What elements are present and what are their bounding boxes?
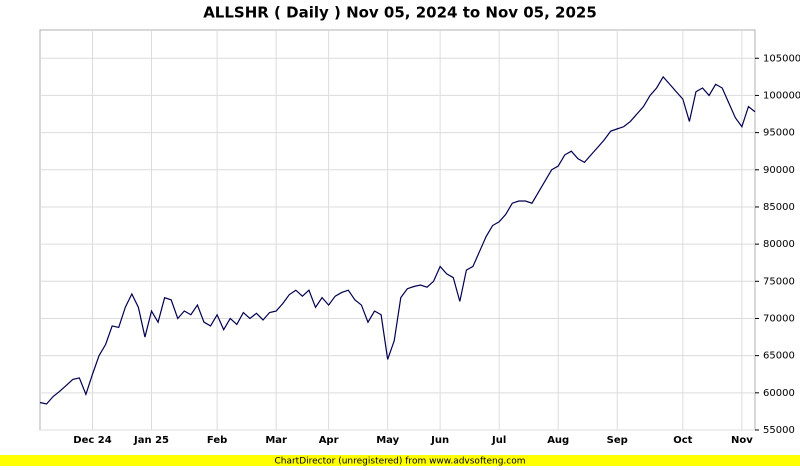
x-tick-label: Sep xyxy=(607,435,628,446)
x-tick-label: Mar xyxy=(265,435,287,446)
y-tick-label: 90000 xyxy=(763,165,795,176)
plot-area xyxy=(39,29,756,431)
x-tick-label: Jan 25 xyxy=(133,435,169,446)
x-tick-label: Jun xyxy=(430,435,449,446)
y-tick-label: 80000 xyxy=(763,239,795,250)
x-tick-label: Oct xyxy=(673,435,692,446)
y-tick-label: 75000 xyxy=(763,276,795,287)
x-tick-label: Jul xyxy=(491,435,506,446)
marks xyxy=(39,75,756,405)
y-tick-label: 100000 xyxy=(763,90,800,101)
y-tick-label: 95000 xyxy=(763,128,795,139)
y-tick-label: 55000 xyxy=(763,425,795,436)
x-tick-label: Dec 24 xyxy=(73,435,111,446)
x-tick-label: Feb xyxy=(207,435,227,446)
y-tick-label: 70000 xyxy=(763,313,795,324)
chart-title: ALLSHR ( Daily ) Nov 05, 2024 to Nov 05,… xyxy=(203,4,597,22)
footer-bar xyxy=(0,455,800,466)
y-tick-label: 65000 xyxy=(763,351,795,362)
y-tick-label: 85000 xyxy=(763,202,795,213)
y-tick-label: 60000 xyxy=(763,388,795,399)
x-tick-label: Aug xyxy=(547,435,569,446)
x-tick-label: May xyxy=(376,435,399,446)
series-line xyxy=(39,75,756,405)
x-tick-label: Apr xyxy=(319,435,339,446)
grid xyxy=(40,30,755,431)
x-tick-label: Nov xyxy=(731,435,753,446)
footer: ChartDirector (unregistered) from www.ad… xyxy=(274,457,525,467)
y-tick-label: 105000 xyxy=(763,53,800,64)
